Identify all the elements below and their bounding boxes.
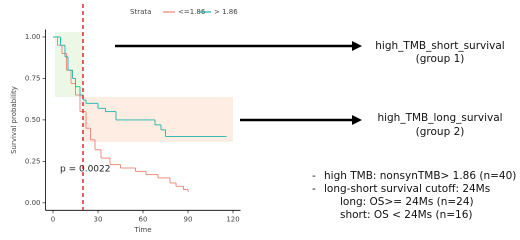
y-axis-label: Survival probability (10, 86, 18, 154)
group2-sub: (group 2) (416, 126, 465, 138)
group1-title: high_TMB_short_survival (375, 40, 504, 52)
sub-bullet: long: OS>= 24Ms (n=24) (340, 196, 474, 208)
group2-title: high_TMB_long_survival (377, 112, 502, 124)
y-tick-label: 1.00 (25, 33, 41, 41)
x-tick-label: 90 (184, 215, 193, 223)
bullet-text: long-short survival cutoff: 24Ms (324, 183, 490, 195)
y-tick-label: 0.25 (25, 157, 41, 165)
p-value: p = 0.0022 (60, 165, 110, 175)
x-tick-label: 120 (226, 215, 239, 223)
legend-title: Strata (130, 8, 151, 16)
arrowhead (352, 41, 362, 51)
group1-sub: (group 1) (416, 53, 465, 65)
legend-label: <=1.86 (178, 8, 206, 16)
sub-bullet: short: OS < 24Ms (n=16) (340, 209, 473, 221)
highlight-group2 (83, 97, 233, 142)
bullet-text: high TMB: nonsynTMB> 1.86 (n=40) (324, 170, 516, 182)
bullet-marker: - (312, 183, 316, 195)
y-tick-label: 0.00 (25, 199, 41, 207)
bullet-marker: - (312, 170, 316, 182)
x-axis-label: Time (133, 226, 151, 234)
x-tick-label: 0 (51, 215, 55, 223)
y-tick-label: 0.75 (25, 74, 41, 82)
legend-label: > 1.86 (214, 8, 238, 16)
x-tick-label: 30 (94, 215, 103, 223)
arrowhead (352, 115, 362, 125)
y-tick-label: 0.50 (25, 116, 41, 124)
x-tick-label: 60 (139, 215, 148, 223)
highlight-group1 (55, 32, 83, 97)
